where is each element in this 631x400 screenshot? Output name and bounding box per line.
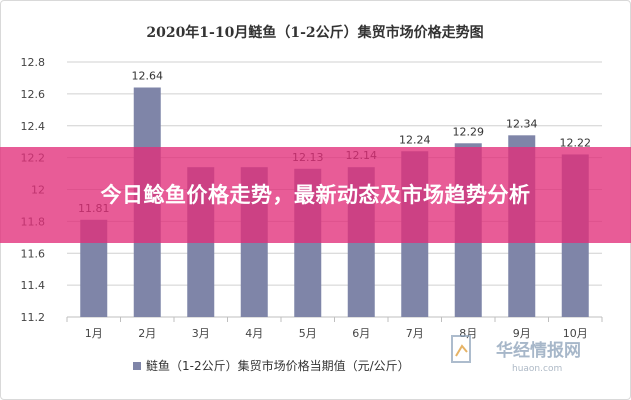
y-tick-label: 12.4 (21, 120, 46, 133)
x-tick-label: 1月 (85, 327, 103, 340)
x-tick-label: 4月 (245, 327, 263, 340)
headline-text: 今日鲶鱼价格走势，最新动态及市场趋势分析 (100, 182, 531, 207)
watermark-logo-icon (451, 335, 471, 363)
data-label: 12.29 (453, 125, 485, 138)
x-tick-label: 6月 (352, 327, 370, 340)
data-label: 12.22 (560, 136, 592, 149)
x-tick-label: 10月 (563, 327, 588, 340)
y-tick-label: 11.6 (21, 247, 46, 260)
data-label: 12.24 (399, 133, 431, 146)
watermark-brand: 华经情报网 (496, 340, 581, 361)
x-tick-label: 3月 (192, 327, 210, 340)
headline-banner: 今日鲶鱼价格走势，最新动态及市场趋势分析 (0, 147, 631, 243)
x-tick-label: 2月 (138, 327, 156, 340)
y-tick-label: 11.4 (21, 279, 46, 292)
x-tick-label: 5月 (299, 327, 317, 340)
x-tick-label: 7月 (406, 327, 424, 340)
legend: 鲢鱼（1-2公斤）集贸市场价格当期值（元/公斤） (133, 358, 410, 373)
legend-label: 鲢鱼（1-2公斤）集贸市场价格当期值（元/公斤） (146, 358, 410, 373)
y-tick-label: 12.8 (21, 56, 46, 69)
legend-swatch (133, 362, 141, 370)
y-tick-label: 11.2 (21, 311, 46, 324)
data-label: 12.64 (132, 70, 164, 83)
x-tick-label: 9月 (513, 327, 531, 340)
data-label: 12.34 (506, 117, 538, 130)
x-tick-label: 8月 (459, 327, 477, 340)
y-tick-label: 12.6 (21, 88, 46, 101)
watermark: 华经情报网 huaon.com (451, 335, 581, 374)
chart-title: 2020年1-10月鲢鱼（1-2公斤）集贸市场价格走势图 (146, 24, 483, 41)
watermark-url: huaon.com (512, 364, 562, 374)
